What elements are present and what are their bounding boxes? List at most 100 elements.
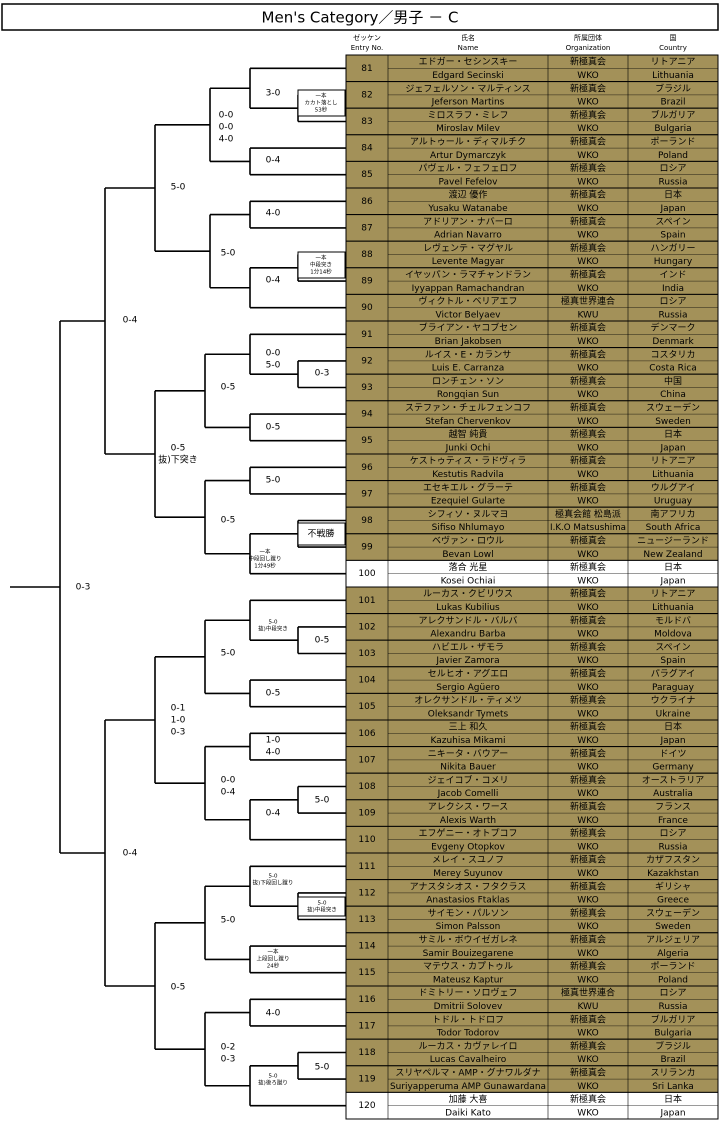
country-en: Paraguay	[652, 683, 695, 693]
country-ja: 日本	[664, 428, 682, 440]
country-ja: 中国	[664, 375, 682, 387]
country-en: Russia	[659, 842, 688, 852]
score-label: 4-0	[219, 135, 234, 145]
entry-no: 112	[358, 888, 375, 898]
country-en: Australia	[653, 789, 693, 799]
country-en: Bulgaria	[654, 124, 691, 134]
score-label: 0-0	[266, 349, 281, 359]
org-ja: 新極真会	[570, 880, 606, 892]
entry-no: 86	[361, 197, 373, 207]
name-ja: オレクサンドル・ティメツ	[414, 695, 521, 706]
entry-no: 95	[361, 436, 372, 446]
country-ja: インド	[659, 270, 686, 280]
org-ja: 新極真会	[570, 189, 606, 201]
org-en: WKO	[577, 736, 598, 746]
score-label: 抜)下段回し蹴り	[253, 879, 294, 887]
country-ja: ブルガリア	[651, 109, 696, 121]
score-label: 不戦勝	[307, 528, 334, 540]
country-en: Ukraine	[656, 709, 691, 719]
org-ja: 新極真会	[570, 1066, 606, 1078]
entry-no: 99	[361, 543, 373, 553]
country-en: Lithuania	[652, 470, 694, 480]
org-ja: 新極真会	[570, 747, 606, 759]
country-ja: パラグアイ	[651, 667, 696, 679]
score-label: 5-0	[221, 649, 236, 659]
header-label: ゼッケン	[353, 33, 381, 42]
name-ja: ニキータ・バウアー	[428, 748, 508, 759]
title: Men's Category／男子 － C	[262, 9, 459, 27]
country-ja: ドイツ	[659, 749, 686, 759]
country-en: Spain	[660, 656, 685, 666]
entry-no: 115	[358, 968, 375, 978]
country-ja: ギリシャ	[655, 881, 691, 892]
country-en: Greece	[657, 896, 689, 906]
name-ja: 落合 光星	[449, 561, 488, 573]
org-en: WKO	[577, 337, 598, 347]
name-en: Levente Magyar	[432, 257, 505, 267]
entry-no: 84	[361, 144, 373, 154]
org-en: WKO	[577, 98, 598, 108]
entry-no: 92	[361, 356, 372, 366]
name-en: Alexis Warth	[440, 816, 496, 826]
name-en: Jeferson Martins	[431, 98, 505, 108]
org-ja: 新極真会	[570, 215, 606, 227]
score-label: 0-0	[219, 123, 234, 133]
name-ja: ルイス・E・カランサ	[425, 349, 511, 360]
score-label: 4-0	[266, 1009, 281, 1019]
header-label: Entry No.	[351, 44, 383, 52]
country-ja: デンマーク	[650, 322, 695, 334]
org-en: WKO	[577, 816, 598, 826]
country-en: South Africa	[646, 523, 701, 533]
org-en: WKO	[577, 603, 598, 613]
name-en: Oleksandr Tymets	[428, 709, 509, 719]
org-en: WKO	[577, 763, 598, 773]
org-ja: 新極真会	[570, 854, 606, 866]
country-en: Hungary	[654, 257, 693, 267]
country-en: Moldova	[654, 630, 692, 640]
name-ja: ルーカス・クビリウス	[423, 589, 513, 600]
entry-no: 106	[358, 729, 375, 739]
org-ja: 新極真会	[570, 534, 606, 546]
name-ja: 三上 和久	[449, 721, 488, 733]
score-label: 5-0	[171, 183, 186, 193]
label-box	[297, 251, 346, 279]
name-ja: パヴェル・フェフェロフ	[418, 162, 517, 174]
org-en: WKO	[577, 177, 598, 187]
name-en: Sifiso Nhlumayo	[432, 523, 505, 533]
score-label: 抜)後ろ蹴り	[258, 1079, 288, 1087]
org-en: WKO	[577, 390, 598, 400]
entry-no: 82	[361, 90, 372, 100]
name-ja: アドリアン・ナバーロ	[423, 216, 513, 227]
score-label: 5-0	[221, 916, 236, 926]
org-en: WKO	[577, 284, 598, 294]
org-ja: 新極真会	[570, 455, 606, 467]
name-en: Ezequiel Gularte	[431, 497, 506, 507]
score-label: 0-5	[266, 689, 281, 699]
score-label: 5-0	[269, 1074, 278, 1080]
name-ja: アレクサンドル・バルバ	[418, 615, 517, 626]
name-en: Adrian Navarro	[434, 231, 502, 241]
country-ja: アルジェリア	[646, 935, 700, 945]
entry-no: 87	[361, 223, 372, 233]
score-label: 一本	[259, 548, 271, 556]
score-label: 中段突き	[310, 261, 332, 269]
org-en: WKO	[577, 71, 598, 81]
country-en: Spain	[660, 231, 685, 241]
name-en: Simon Palsson	[436, 922, 501, 932]
entry-no: 89	[361, 277, 373, 287]
score-label: 1分49秒	[254, 562, 276, 570]
name-en: Kestutis Radvila	[432, 470, 504, 480]
name-en: Kazuhisa Mikami	[430, 736, 505, 746]
entry-no: 114	[358, 942, 375, 952]
score-label: 0-5	[171, 444, 186, 454]
org-ja: 新極真会	[570, 242, 606, 254]
country-ja: フランス	[655, 801, 691, 812]
score-label: 一本	[267, 948, 279, 956]
org-en: KWU	[577, 1002, 598, 1012]
score-label: 一本	[315, 254, 327, 262]
score-label: 1-0	[171, 716, 186, 726]
country-ja: ブルガリア	[651, 1013, 696, 1025]
country-en: Germany	[652, 763, 694, 773]
name-ja: トドル・トドロフ	[432, 1015, 504, 1025]
name-ja: ジェフェルソン・マルティンス	[405, 83, 530, 94]
